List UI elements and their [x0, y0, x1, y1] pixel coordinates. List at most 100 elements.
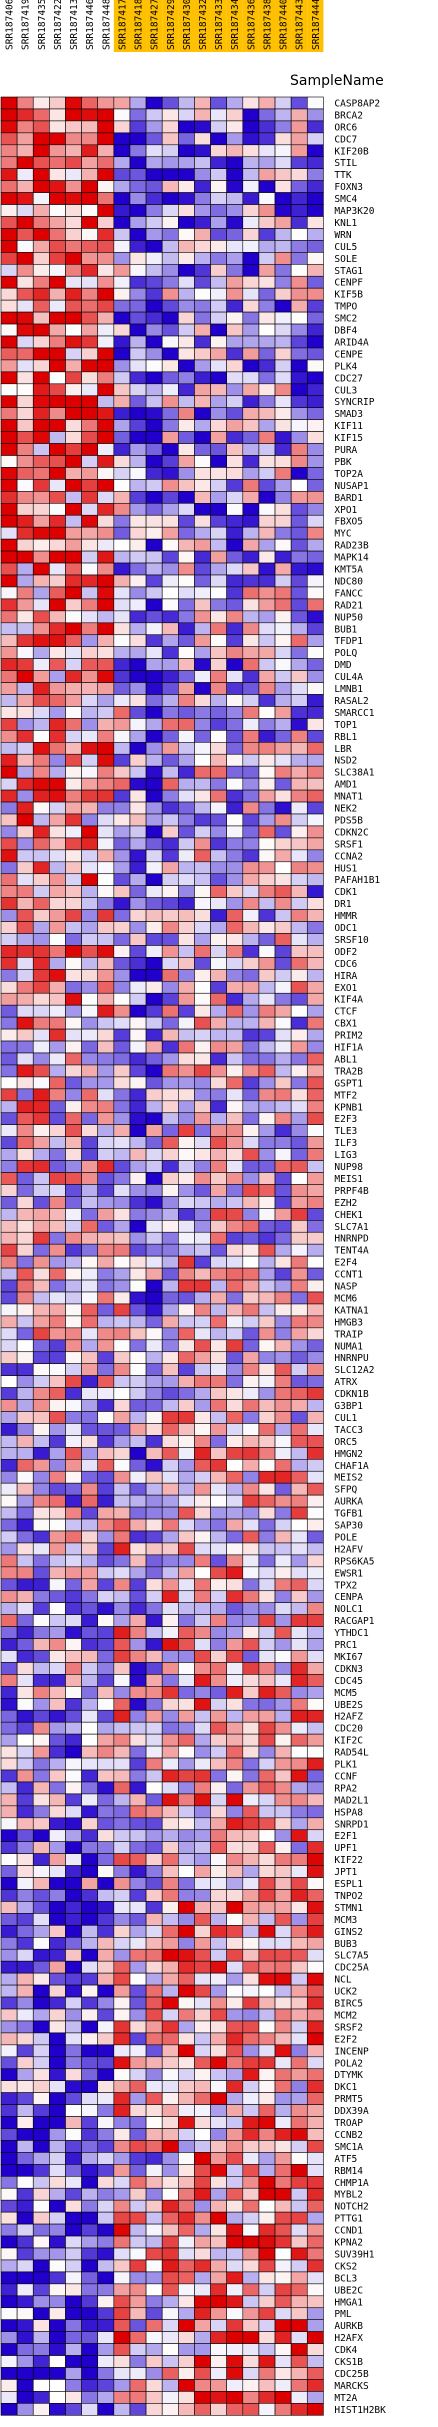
heatmap-cell [210, 1686, 227, 1699]
heatmap-cell [32, 992, 50, 1006]
heatmap-cell [226, 1267, 244, 1281]
sample-label: SRR187417 [117, 0, 128, 50]
gene-label: CDC6 [334, 959, 357, 970]
heatmap-cell [306, 1399, 324, 1412]
heatmap-cell [0, 252, 18, 265]
heatmap-cell [145, 2187, 163, 2201]
heatmap-cell [0, 1578, 18, 1592]
heatmap-cell [194, 359, 211, 373]
heatmap-cell [161, 1064, 179, 1078]
heatmap-cell [32, 885, 50, 898]
heatmap-cell [290, 263, 308, 277]
heatmap-cell [129, 765, 147, 779]
heatmap-cell [178, 1482, 195, 1496]
heatmap-cell [16, 120, 34, 134]
heatmap-cell [129, 502, 147, 516]
heatmap-cell [258, 96, 276, 110]
heatmap-cell [113, 861, 131, 875]
heatmap-cell [81, 1303, 99, 1317]
heatmap-cell [81, 1040, 99, 1054]
gene-label: TOP1 [334, 720, 357, 731]
heatmap-cell [178, 789, 195, 803]
heatmap-cell [194, 1028, 211, 1042]
heatmap-cell [210, 526, 227, 540]
heatmap-cell [16, 2140, 34, 2153]
heatmap-cell [210, 2319, 227, 2332]
heatmap-cell [161, 1733, 179, 1747]
heatmap-cell [81, 2211, 99, 2225]
heatmap-cell [306, 1948, 324, 1962]
heatmap-cell [306, 1004, 324, 1018]
heatmap-cell [129, 1721, 147, 1735]
heatmap-cell [290, 2223, 308, 2237]
heatmap-cell [161, 323, 179, 337]
heatmap-cell [145, 1817, 163, 1831]
heatmap-cell [49, 2211, 66, 2225]
heatmap-cell [129, 1255, 147, 1269]
heatmap-cell [210, 730, 227, 743]
heatmap-cell [145, 1040, 163, 1054]
heatmap-cell [0, 371, 18, 385]
heatmap-cell [306, 670, 324, 683]
heatmap-cell [49, 1028, 66, 1042]
heatmap-cell [210, 969, 227, 982]
heatmap-cell [32, 2140, 50, 2153]
heatmap-cell [161, 287, 179, 301]
heatmap-cell [145, 1160, 163, 1173]
heatmap-cell [242, 682, 260, 695]
heatmap-cell [49, 240, 66, 253]
heatmap-cell [32, 849, 50, 863]
heatmap-cell [145, 2403, 163, 2416]
heatmap-cell [32, 634, 50, 647]
heatmap-cell [49, 1662, 66, 1675]
heatmap-cell [32, 933, 50, 946]
heatmap-cell [258, 347, 276, 361]
heatmap-cell [145, 933, 163, 946]
heatmap-cell [274, 622, 292, 636]
heatmap-cell [65, 1590, 82, 1603]
heatmap-cell [32, 2307, 50, 2320]
heatmap-cell [0, 957, 18, 970]
heatmap-cell [145, 132, 163, 146]
heatmap-cell [210, 2331, 227, 2344]
heatmap-cell [81, 2092, 99, 2105]
heatmap-cell [242, 1733, 260, 1747]
heatmap-cell [258, 1315, 276, 1329]
heatmap-cell [129, 2008, 147, 2022]
heatmap-cell [194, 1841, 211, 1854]
heatmap-cell [194, 682, 211, 695]
heatmap-cell [194, 144, 211, 158]
heatmap-cell [306, 1375, 324, 1388]
heatmap-cell [274, 2187, 292, 2201]
heatmap-cell [258, 263, 276, 277]
heatmap-cell [210, 2128, 227, 2141]
heatmap-cell [97, 873, 115, 886]
heatmap-cell [226, 1435, 244, 1448]
heatmap-cell [290, 526, 308, 540]
heatmap-cell [226, 1578, 244, 1592]
heatmap-cell [32, 1028, 50, 1042]
heatmap-cell [49, 1757, 66, 1771]
heatmap-cell [274, 1028, 292, 1042]
heatmap-cell [226, 1494, 244, 1508]
gene-label: RBL1 [334, 732, 357, 743]
heatmap-cell [0, 837, 18, 851]
heatmap-cell [49, 156, 66, 169]
heatmap-cell [161, 1925, 179, 1938]
heatmap-cell [65, 2343, 82, 2356]
heatmap-cell [226, 1781, 244, 1795]
heatmap-cell [226, 1172, 244, 1185]
heatmap-cell [145, 1769, 163, 1783]
heatmap-cell [65, 1984, 82, 1998]
heatmap-cell [49, 192, 66, 205]
heatmap-cell [194, 670, 211, 683]
heatmap-cell [49, 383, 66, 397]
heatmap-cell [16, 921, 34, 934]
heatmap-cell [129, 479, 147, 492]
heatmap-cell [0, 2343, 18, 2356]
heatmap-cell [113, 2176, 131, 2189]
heatmap-cell [161, 837, 179, 851]
heatmap-cell [306, 1745, 324, 1759]
heatmap-cell [16, 933, 34, 946]
heatmap-cell [145, 1757, 163, 1771]
